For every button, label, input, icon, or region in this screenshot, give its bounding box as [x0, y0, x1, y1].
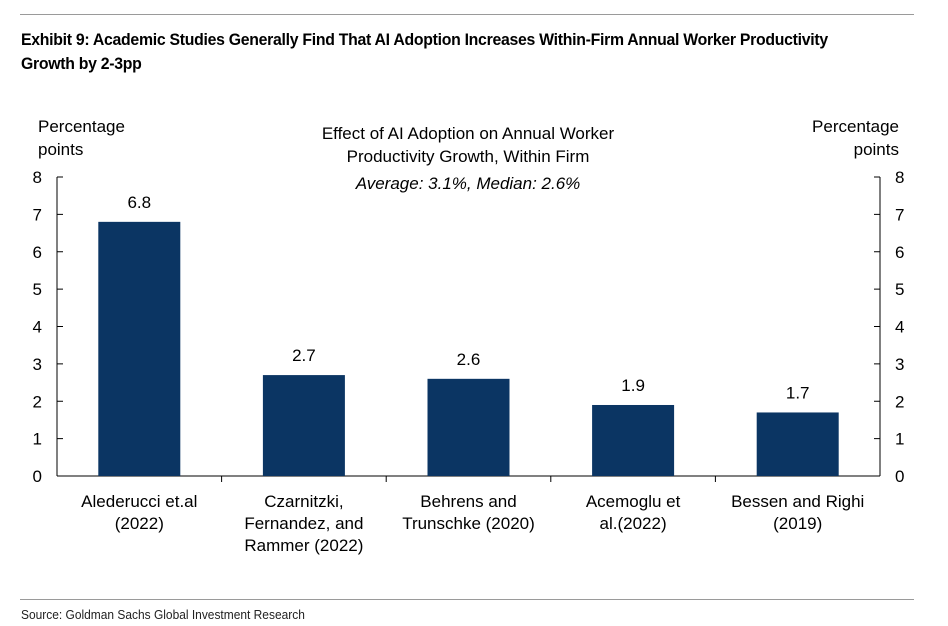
bar — [427, 378, 510, 476]
y-tick-label-left: 8 — [33, 168, 42, 187]
exhibit-title: Exhibit 9: Academic Studies Generally Fi… — [21, 30, 828, 73]
x-tick-label: Rammer (2022) — [244, 536, 363, 555]
x-tick-label: Acemoglu et — [586, 492, 681, 511]
y-tick-label-right: 0 — [895, 467, 904, 486]
x-tick-label: (2019) — [773, 514, 822, 533]
y-tick-label-left: 0 — [33, 467, 42, 486]
y-tick-label-right: 5 — [895, 280, 904, 299]
x-tick-label: Bessen and Righi — [731, 492, 864, 511]
y-axis-title-right: Percentage — [812, 117, 899, 136]
y-tick-label-right: 3 — [895, 355, 904, 374]
data-label: 6.8 — [127, 193, 151, 212]
chart-bars — [98, 221, 839, 476]
y-tick-label-right: 7 — [895, 205, 904, 224]
x-tick-label: al.(2022) — [600, 514, 667, 533]
y-tick-label-left: 1 — [33, 430, 42, 449]
data-label: 2.7 — [292, 346, 316, 365]
chart-subtitle: Average: 3.1%, Median: 2.6% — [355, 174, 581, 193]
x-tick-label: Behrens and — [420, 492, 516, 511]
chart-title: Effect of AI Adoption on Annual Worker — [322, 124, 615, 143]
x-tick-label: Trunschke (2020) — [402, 514, 535, 533]
chart-text: 0 0 1 1 2 2 3 3 4 4 5 5 6 6 7 7 8 8 6.8 Alederucci et.al (20… — [33, 117, 905, 555]
top-rule — [20, 14, 914, 15]
y-axis-title-left: Percentage — [38, 117, 125, 136]
y-tick-label-right: 1 — [895, 430, 904, 449]
y-tick-label-right: 6 — [895, 243, 904, 262]
x-tick-label: (2022) — [115, 514, 164, 533]
data-label: 2.6 — [457, 350, 481, 369]
y-tick-label-left: 6 — [33, 243, 42, 262]
bar — [592, 404, 675, 476]
x-tick-label: Alederucci et.al — [81, 492, 197, 511]
y-tick-label-left: 2 — [33, 392, 42, 411]
data-label: 1.9 — [621, 376, 645, 395]
y-tick-label-right: 8 — [895, 168, 904, 187]
bar — [262, 375, 345, 476]
chart-title: Productivity Growth, Within Firm — [347, 147, 590, 166]
y-tick-label-right: 2 — [895, 392, 904, 411]
bar — [98, 221, 181, 476]
y-axis-title-left: points — [38, 140, 83, 159]
y-tick-label-left: 4 — [33, 318, 42, 337]
y-tick-label-left: 5 — [33, 280, 42, 299]
x-tick-label: Fernandez, and — [244, 514, 363, 533]
bottom-rule — [20, 599, 914, 600]
y-tick-label-right: 4 — [895, 318, 904, 337]
bar — [756, 412, 839, 476]
y-tick-label-left: 3 — [33, 355, 42, 374]
data-label: 1.7 — [786, 383, 810, 402]
y-tick-label-left: 7 — [33, 205, 42, 224]
y-axis-title-right: points — [854, 140, 899, 159]
source-note: Source: Goldman Sachs Global Investment … — [21, 607, 305, 622]
x-tick-label: Czarnitzki, — [264, 492, 343, 511]
